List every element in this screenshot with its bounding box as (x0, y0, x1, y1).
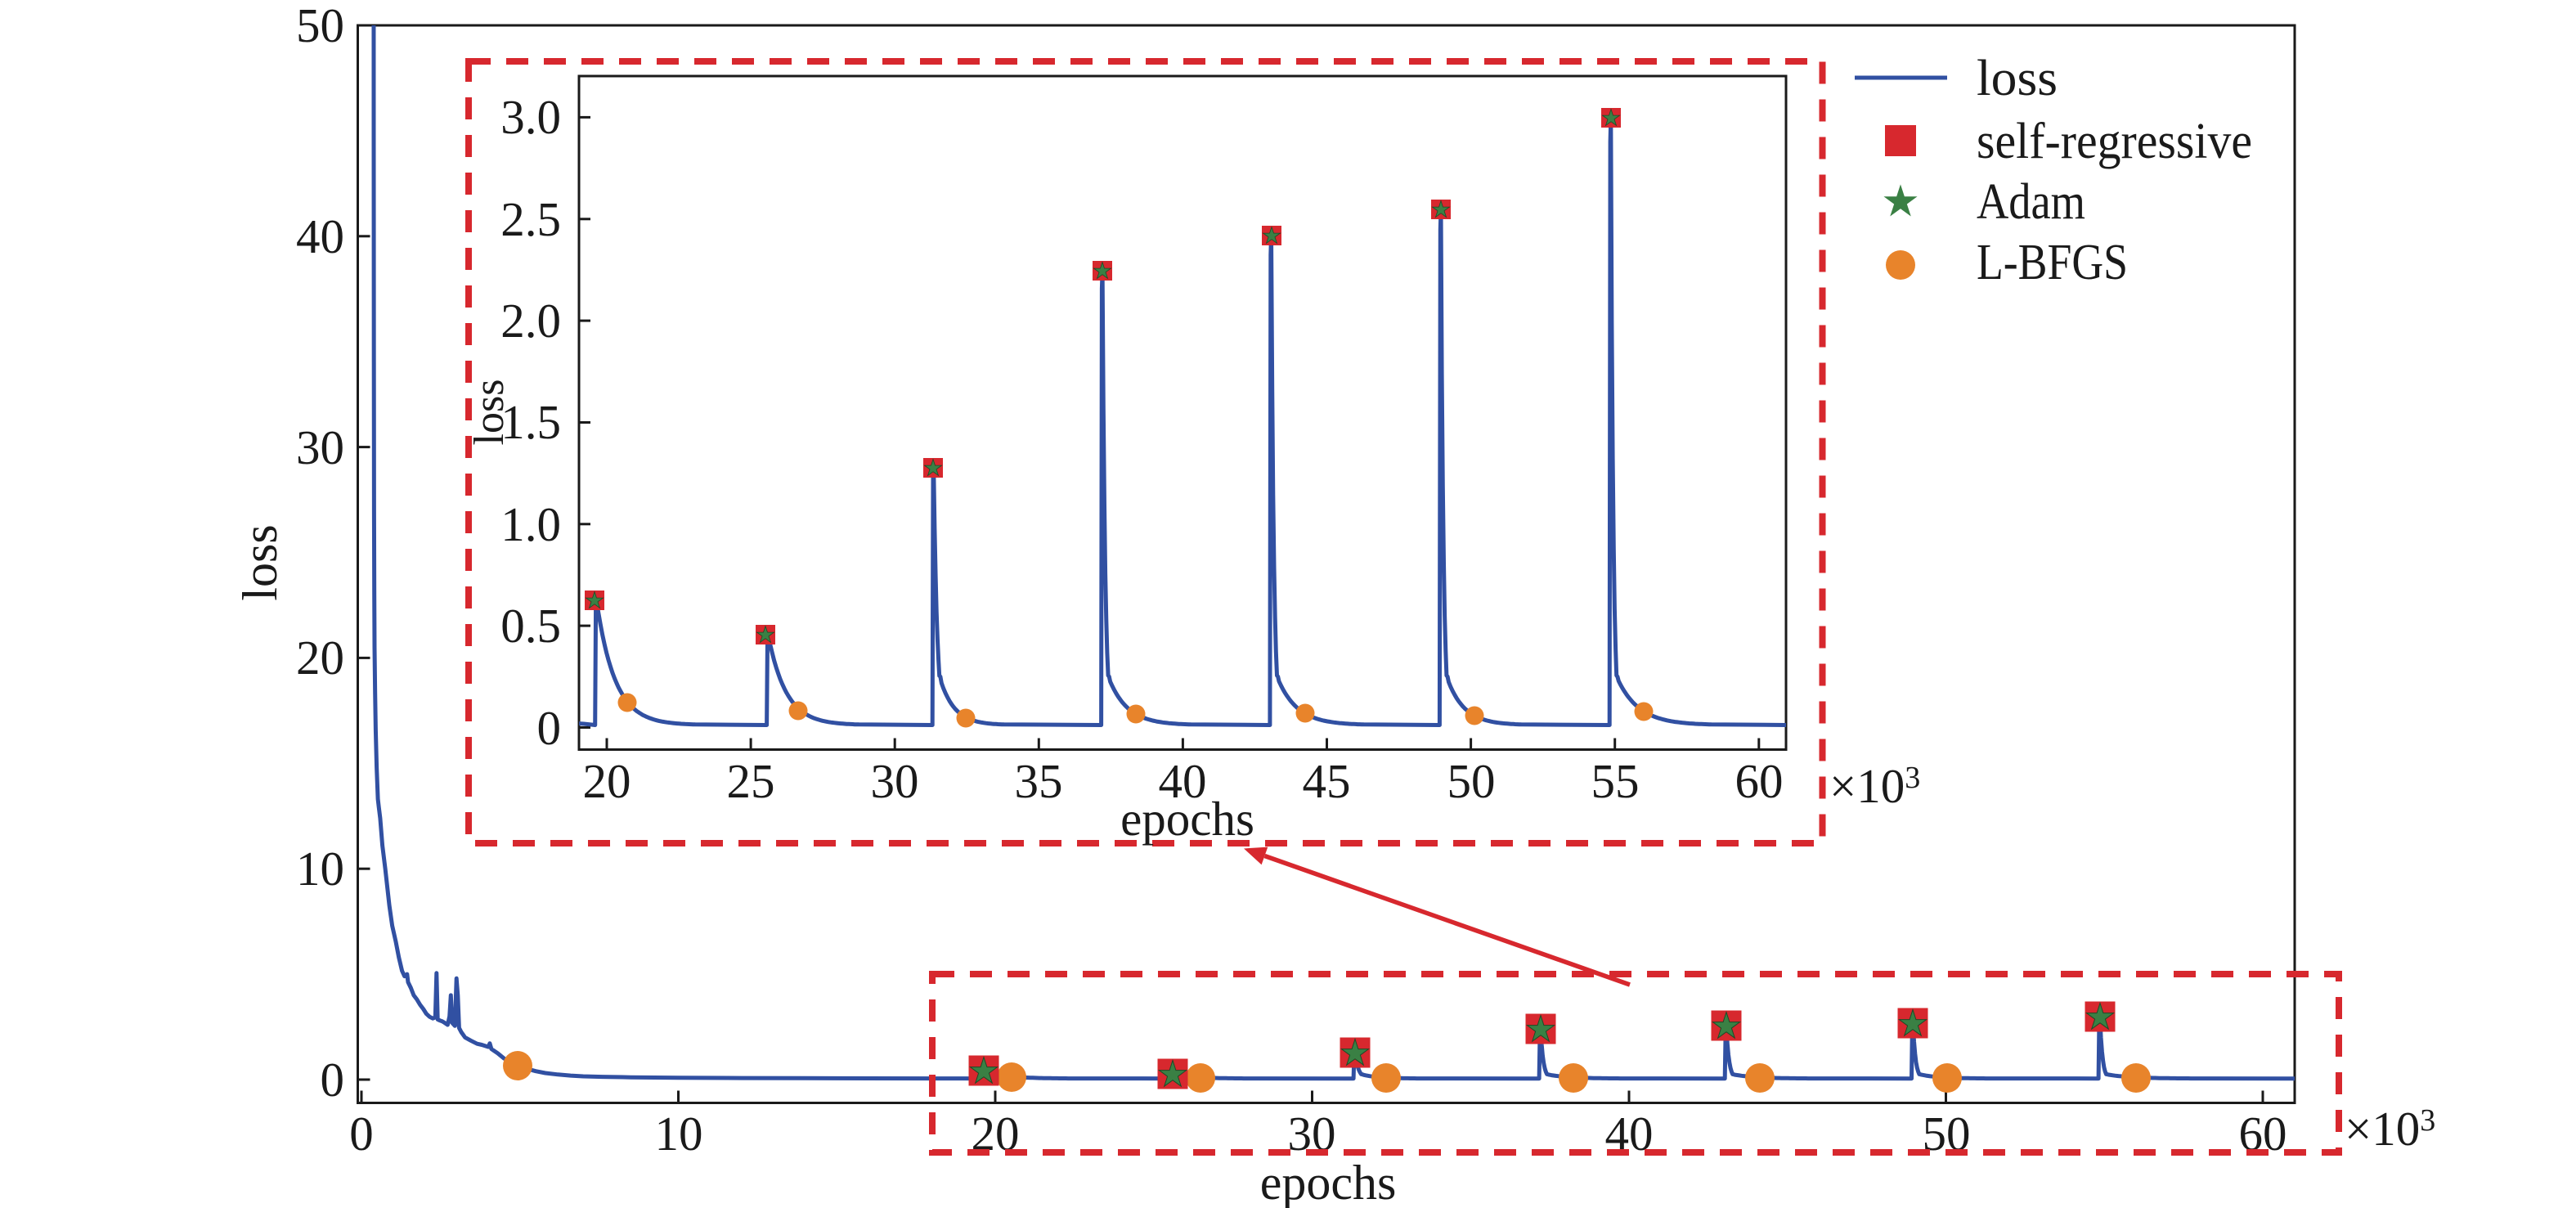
svg-text:45: 45 (1303, 754, 1351, 808)
svg-text:60: 60 (1735, 754, 1784, 808)
svg-text:1.5: 1.5 (500, 395, 561, 449)
svg-text:40: 40 (1159, 754, 1207, 808)
svg-text:self-regressive: self-regressive (1977, 114, 2252, 169)
svg-text:loss: loss (466, 379, 513, 446)
svg-text:35: 35 (1015, 754, 1063, 808)
svg-text:1.0: 1.0 (500, 497, 561, 551)
svg-text:25: 25 (727, 754, 775, 808)
svg-text:30: 30 (871, 754, 919, 808)
svg-text:10: 10 (296, 842, 344, 896)
svg-text:10: 10 (655, 1107, 703, 1161)
svg-text:40: 40 (296, 209, 344, 263)
svg-text:Adam: Adam (1977, 174, 2085, 230)
svg-text:2.5: 2.5 (500, 192, 561, 246)
svg-text:0: 0 (537, 701, 562, 755)
svg-text:55: 55 (1591, 754, 1640, 808)
svg-text:epochs: epochs (1260, 1156, 1397, 1208)
svg-text:50: 50 (1447, 754, 1496, 808)
svg-text:loss: loss (233, 524, 287, 600)
svg-text:epochs: epochs (1120, 792, 1254, 846)
svg-text:50: 50 (296, 0, 344, 52)
svg-text:30: 30 (296, 420, 344, 474)
svg-text:0: 0 (321, 1053, 345, 1107)
svg-text:3.0: 3.0 (500, 90, 561, 144)
svg-text:20: 20 (296, 631, 344, 685)
svg-text:2.0: 2.0 (500, 294, 561, 348)
svg-text:loss: loss (1977, 51, 2058, 106)
svg-text:0.5: 0.5 (500, 599, 561, 653)
svg-text:L-BFGS: L-BFGS (1977, 235, 2128, 290)
svg-text:0: 0 (349, 1107, 374, 1161)
svg-text:20: 20 (583, 754, 631, 808)
